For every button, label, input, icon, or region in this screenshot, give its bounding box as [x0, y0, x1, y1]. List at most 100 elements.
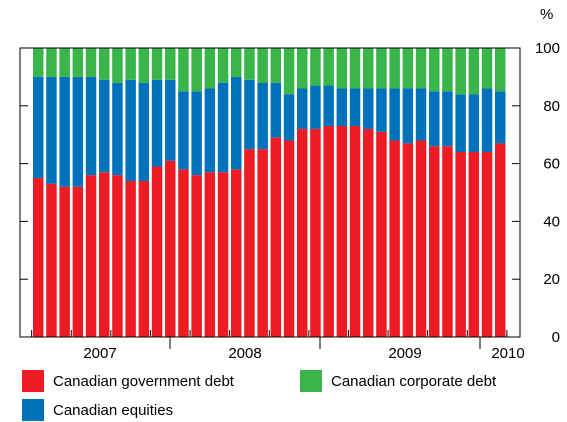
legend-item-corporate: Canadian corporate debt: [300, 370, 496, 392]
bar-equities-34: [481, 88, 493, 153]
bar-corporate-29: [415, 48, 427, 89]
bar-equities-28: [402, 88, 414, 144]
bar-corporate-2: [59, 48, 70, 77]
bar-government-12: [191, 175, 202, 337]
bar-equities-8: [138, 82, 150, 181]
y-tick-label-20: 20: [543, 271, 560, 288]
bar-corporate-21: [310, 48, 321, 86]
bar-corporate-31: [442, 48, 453, 92]
bar-government-32: [455, 152, 466, 337]
bar-corporate-1: [46, 48, 57, 77]
legend-swatch-equities: [22, 399, 44, 421]
bar-corporate-9: [151, 48, 163, 80]
bar-equities-19: [283, 94, 295, 141]
bar-equities-3: [72, 76, 84, 187]
y-tick-label-0: 0: [552, 329, 560, 346]
bar-government-31: [442, 146, 453, 337]
bar-equities-29: [415, 88, 427, 141]
bar-government-5: [99, 172, 110, 337]
bar-government-21: [310, 128, 321, 337]
bar-government-11: [178, 169, 189, 337]
bar-corporate-35: [495, 48, 506, 92]
bar-equities-23: [336, 88, 348, 127]
bar-equities-21: [310, 85, 321, 129]
bar-government-30: [429, 146, 440, 337]
bar-equities-20: [297, 88, 308, 129]
bar-government-35: [495, 143, 506, 337]
bar-corporate-25: [363, 48, 374, 89]
bar-corporate-23: [336, 48, 348, 89]
bar-equities-18: [270, 82, 282, 138]
bar-government-18: [270, 137, 282, 337]
x-tick-label-2008: 2008: [228, 345, 261, 362]
bar-corporate-6: [112, 48, 123, 83]
bar-equities-30: [429, 91, 440, 147]
bar-government-16: [244, 149, 255, 337]
bar-equities-12: [191, 91, 202, 176]
bar-equities-35: [495, 91, 506, 144]
bar-equities-4: [85, 76, 97, 176]
legend-item-equities: Canadian equities: [22, 399, 173, 421]
bar-corporate-4: [85, 48, 97, 77]
bar-equities-15: [231, 76, 242, 170]
bar-equities-26: [376, 88, 387, 132]
bar-equities-22: [323, 85, 334, 127]
bar-corporate-0: [33, 48, 44, 77]
bar-corporate-18: [270, 48, 282, 83]
bar-government-24: [349, 126, 361, 337]
bar-equities-13: [204, 88, 216, 173]
bar-government-34: [481, 152, 493, 337]
bar-government-4: [85, 175, 97, 337]
bar-government-20: [297, 128, 308, 337]
legend-label-equities: Canadian equities: [53, 401, 174, 419]
bar-equities-33: [468, 94, 480, 153]
bar-government-29: [415, 140, 427, 337]
bar-government-10: [165, 160, 176, 337]
bar-equities-14: [217, 82, 229, 173]
bar-equities-24: [349, 88, 361, 127]
bar-government-0: [33, 178, 44, 337]
bar-corporate-22: [323, 48, 334, 86]
bar-corporate-12: [191, 48, 202, 92]
bar-government-3: [72, 186, 84, 337]
bar-corporate-17: [257, 48, 268, 83]
bar-government-9: [151, 166, 163, 337]
bar-government-33: [468, 152, 480, 337]
bar-corporate-8: [138, 48, 150, 83]
bar-equities-32: [455, 94, 466, 153]
bar-equities-7: [125, 79, 136, 181]
legend-item-government: Canadian government debt: [22, 370, 234, 392]
bar-government-25: [363, 128, 374, 337]
bar-equities-16: [244, 79, 255, 150]
plot-frame: [19, 47, 521, 338]
bar-equities-17: [257, 82, 268, 150]
bar-corporate-20: [297, 48, 308, 89]
bar-government-8: [138, 180, 150, 337]
bar-government-26: [376, 131, 387, 337]
x-tick-label-2009: 2009: [388, 345, 421, 362]
bar-corporate-30: [429, 48, 440, 92]
bar-equities-11: [178, 91, 189, 170]
bar-corporate-24: [349, 48, 361, 89]
legend-label-corporate: Canadian corporate debt: [331, 372, 497, 390]
bar-corporate-19: [283, 48, 295, 95]
bar-equities-10: [165, 79, 176, 161]
x-tick-label-2007: 2007: [83, 345, 116, 362]
bar-corporate-11: [178, 48, 189, 92]
bar-corporate-14: [217, 48, 229, 83]
bar-government-27: [389, 140, 400, 337]
y-tick-label-40: 40: [543, 213, 560, 230]
bar-corporate-32: [455, 48, 466, 95]
y-tick-label-80: 80: [543, 98, 560, 115]
bar-corporate-16: [244, 48, 255, 80]
bar-corporate-34: [481, 48, 493, 89]
bar-corporate-28: [402, 48, 414, 89]
bar-equities-0: [33, 76, 44, 179]
bar-corporate-13: [204, 48, 216, 89]
legend-swatch-corporate: [300, 370, 322, 392]
bar-government-2: [59, 186, 70, 337]
bar-government-22: [323, 126, 334, 337]
x-tick-label-2010: 2010: [491, 345, 524, 362]
bar-government-28: [402, 143, 414, 337]
y-tick-label-100: 100: [535, 40, 560, 57]
